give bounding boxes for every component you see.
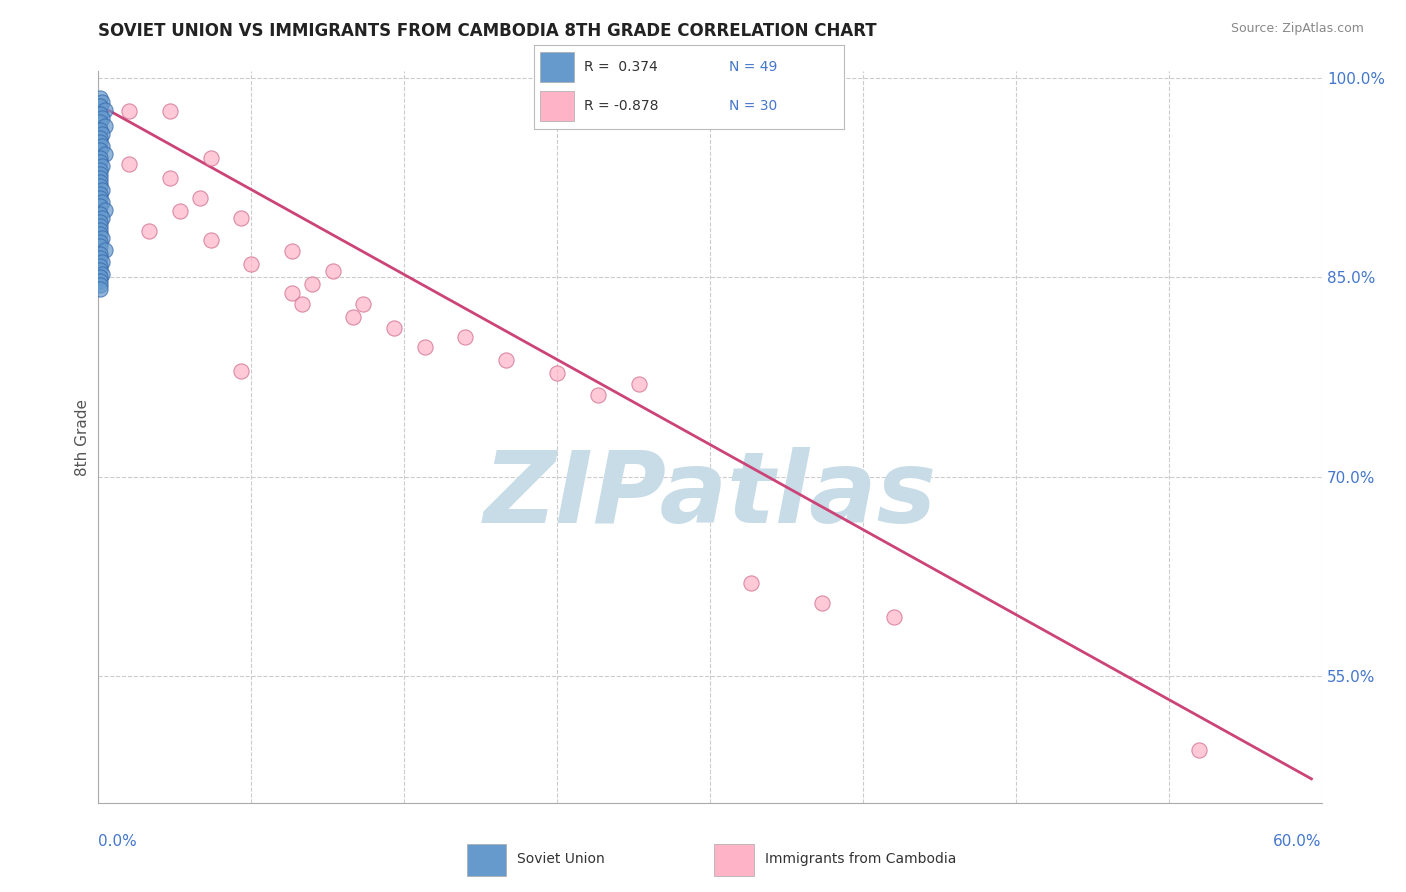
Point (91, 95, 114, 109)
Point (89, 186, 111, 201)
Point (89, 275, 111, 289)
Point (301, 277, 323, 292)
Point (89, 167, 111, 181)
Point (281, 244, 304, 258)
Point (91, 211, 114, 225)
Point (89, 170, 111, 185)
Point (91, 254, 114, 268)
Text: SOVIET UNION VS IMMIGRANTS FROM CAMBODIA 8TH GRADE CORRELATION CHART: SOVIET UNION VS IMMIGRANTS FROM CAMBODIA… (98, 22, 877, 40)
Point (291, 297, 314, 311)
Point (93, 146, 115, 161)
Point (91, 111, 114, 125)
Point (89, 227, 111, 241)
Point (89, 283, 111, 297)
Point (91, 194, 114, 209)
Text: 0.0%: 0.0% (98, 834, 138, 849)
Point (89, 135, 111, 149)
Text: R =  0.374: R = 0.374 (583, 60, 658, 74)
Point (138, 224, 160, 238)
Point (118, 157, 141, 171)
Point (89, 207, 111, 221)
Point (89, 270, 111, 285)
Point (89, 151, 111, 165)
Point (93, 119, 115, 133)
Point (200, 233, 222, 247)
Text: N = 49: N = 49 (730, 60, 778, 74)
FancyBboxPatch shape (714, 844, 754, 876)
Point (200, 151, 222, 165)
Point (89, 238, 111, 252)
Point (89, 154, 111, 169)
Point (89, 191, 111, 205)
Point (811, 596, 834, 610)
Point (627, 376, 650, 391)
FancyBboxPatch shape (467, 844, 506, 876)
Text: ZIPatlas: ZIPatlas (484, 447, 936, 544)
Point (382, 321, 405, 335)
Text: R = -0.878: R = -0.878 (583, 99, 658, 112)
Y-axis label: 8th Grade: 8th Grade (75, 399, 90, 475)
Point (89, 115, 111, 129)
Point (91, 230, 114, 244)
Point (352, 297, 374, 311)
Point (342, 310, 364, 325)
Point (89, 262, 111, 277)
Point (91, 267, 114, 281)
Point (546, 366, 568, 380)
Point (91, 138, 114, 153)
Point (883, 609, 905, 624)
Point (91, 159, 114, 173)
Point (89, 246, 111, 260)
Point (159, 104, 181, 119)
Point (89, 99, 111, 113)
Point (89, 162, 111, 177)
Point (91, 127, 114, 141)
Point (322, 264, 344, 278)
Point (231, 363, 253, 377)
FancyBboxPatch shape (540, 53, 575, 82)
Text: Immigrants from Cambodia: Immigrants from Cambodia (765, 852, 956, 865)
Point (454, 330, 477, 344)
Point (93, 202, 115, 217)
Point (281, 286, 304, 301)
Point (89, 107, 111, 121)
Text: Source: ZipAtlas.com: Source: ZipAtlas.com (1230, 22, 1364, 36)
Point (586, 387, 609, 401)
Text: 60.0%: 60.0% (1274, 834, 1322, 849)
Point (1188, 742, 1211, 756)
Point (240, 257, 263, 271)
Point (118, 104, 141, 119)
Point (413, 340, 436, 354)
Point (91, 183, 114, 197)
Point (89, 199, 111, 213)
Point (89, 219, 111, 233)
Point (89, 278, 111, 293)
Point (159, 170, 181, 185)
Point (89, 175, 111, 189)
Point (89, 178, 111, 193)
Point (89, 143, 111, 157)
Point (89, 251, 111, 265)
Text: N = 30: N = 30 (730, 99, 778, 112)
Text: Soviet Union: Soviet Union (517, 852, 605, 865)
Point (169, 204, 191, 219)
Point (495, 353, 517, 368)
Point (89, 131, 111, 145)
Point (188, 191, 212, 205)
Point (740, 576, 762, 591)
Point (89, 222, 111, 236)
Point (89, 91, 111, 105)
Point (89, 214, 111, 228)
Point (93, 243, 115, 257)
Point (89, 235, 111, 249)
Point (89, 123, 111, 137)
Point (89, 259, 111, 273)
Point (231, 211, 253, 225)
FancyBboxPatch shape (540, 91, 575, 120)
Point (93, 103, 115, 117)
